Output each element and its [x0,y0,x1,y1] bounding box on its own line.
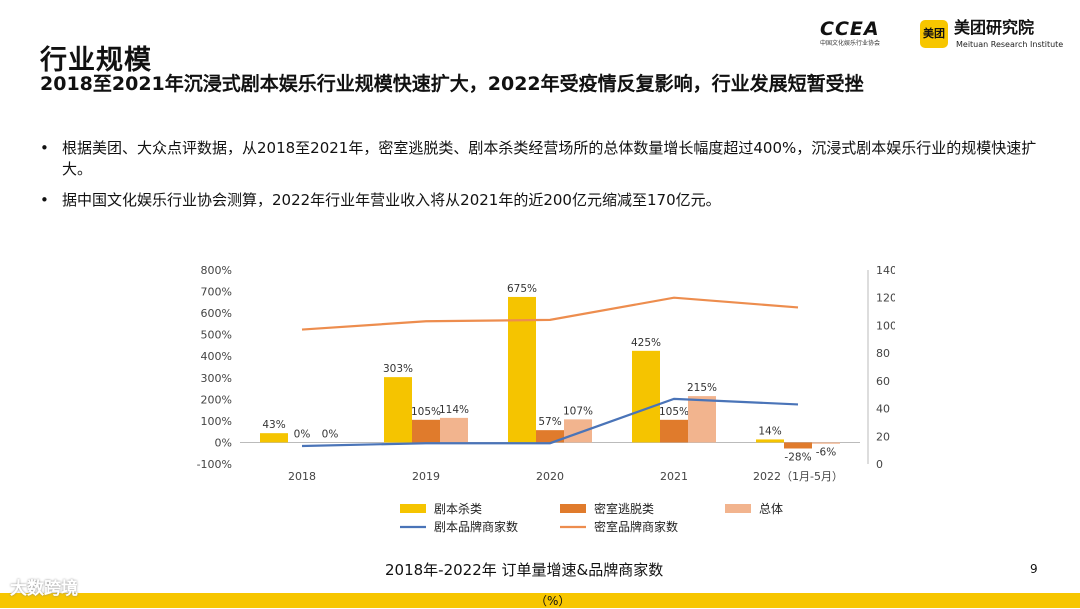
bullet-dot-icon: • [40,191,49,209]
bar-0 [260,433,288,443]
left-axis-tick-label: 400% [201,350,232,363]
bullet-text: 据中国文化娱乐行业协会测算，2022年行业年营业收入将从2021年的近200亿元… [62,191,721,209]
ccea-logo-text: CCEA [820,18,880,40]
bar-data-label: 0% [322,428,339,440]
right-axis-tick-label: 80 [876,347,890,360]
bar-2 [564,419,592,443]
bullet-text: 根据美团、大众点评数据，从2018至2021年，密室逃脱类、剧本杀类经营场所的总… [62,139,1037,178]
right-axis-tick-label: 60 [876,375,890,388]
bar-2 [440,417,468,443]
left-axis-tick-label: 500% [201,329,232,342]
right-axis-tick-label: 120 [876,292,895,305]
bar-0 [756,439,784,443]
x-axis-category-label: 2019 [412,470,440,483]
x-axis-category-label: 2018 [288,470,316,483]
left-axis-tick-label: 800% [201,264,232,277]
page-title: 行业规模 [40,45,152,76]
line-series-1 [301,296,799,331]
bar-2 [688,396,716,443]
x-axis-category-label: 2020 [536,470,564,483]
bar-data-label: 425% [631,337,661,349]
page-number: 9 [1030,562,1038,576]
line-series-0 [301,397,799,448]
bar-data-label: 57% [538,416,561,428]
bar-1 [660,419,688,443]
bar-data-label: 105% [411,406,441,418]
bar-data-label: 0% [294,428,311,440]
bar-0 [508,296,536,443]
bar-data-label: 303% [383,363,413,375]
bar-2 [812,442,840,444]
bar-1 [536,430,564,443]
meituan-logo-en: Meituan Research Institute [956,40,1064,49]
bullet-item: • 根据美团、大众点评数据，从2018至2021年，密室逃脱类、剧本杀类经营场所的… [40,138,1040,180]
bar-data-label: -28% [784,451,811,463]
bar-0 [384,377,412,443]
legend-label: 剧本品牌商家数 [434,519,518,534]
legend-label: 剧本杀类 [434,501,482,516]
bar-0 [632,350,660,443]
bar-data-label: 675% [507,283,537,295]
bar-data-label: 114% [439,404,469,416]
footer-bar [0,593,1080,608]
bar-data-label: 43% [262,419,285,431]
x-axis-category-label: 2022（1月-5月） [753,470,843,483]
bar-1 [412,419,440,443]
left-axis-tick-label: 700% [201,286,232,299]
legend-label: 密室品牌商家数 [594,519,678,534]
legend-swatch [400,504,426,513]
meituan-logo-name: 美团研究院 [954,18,1035,37]
bar-data-label: 14% [758,425,781,437]
right-axis-tick-label: 40 [876,403,890,416]
bar-1 [784,442,812,449]
legend-label: 密室逃脱类 [594,501,654,516]
bullet-dot-icon: • [40,139,49,157]
right-axis-tick-label: 20 [876,430,890,443]
left-axis-tick-label: 100% [201,415,232,428]
page-subtitle: 2018至2021年沉浸式剧本娱乐行业规模快速扩大，2022年受疫情反复影响，行… [40,73,864,95]
left-axis-tick-label: -100% [197,458,232,471]
left-axis-tick-label: 200% [201,393,232,406]
meituan-logo-badge: 美团 [920,20,948,48]
x-axis-category-label: 2021 [660,470,688,483]
growth-chart: -100%0%100%200%300%400%500%600%700%800%0… [197,264,895,534]
bar-data-label: -6% [816,447,836,459]
left-axis-tick-label: 300% [201,372,232,385]
bar-data-label: 215% [687,382,717,394]
left-axis-tick-label: 600% [201,307,232,320]
bullet-item: • 据中国文化娱乐行业协会测算，2022年行业年营业收入将从2021年的近200亿… [40,190,1040,211]
unit-label: （%） [535,594,571,608]
ccea-logo-sub: 中国文化娱乐行业协会 [820,40,881,47]
legend-swatch [725,504,751,513]
chart-caption: 2018年-2022年 订单量增速&品牌商家数 [385,561,664,579]
bar-data-label: 105% [659,406,689,418]
right-axis-tick-label: 0 [876,458,883,471]
left-axis-tick-label: 0% [215,436,232,449]
right-axis-tick-label: 140 [876,264,895,277]
legend-label: 总体 [759,502,783,516]
right-axis-tick-label: 100 [876,319,895,332]
watermark: 大数跨境 [10,579,78,599]
bullet-list: • 根据美团、大众点评数据，从2018至2021年，密室逃脱类、剧本杀类经营场所的… [40,138,1040,221]
legend-swatch [560,504,586,513]
ccea-logo: CCEA 中国文化娱乐行业协会 [820,18,900,52]
bar-data-label: 107% [563,405,593,417]
